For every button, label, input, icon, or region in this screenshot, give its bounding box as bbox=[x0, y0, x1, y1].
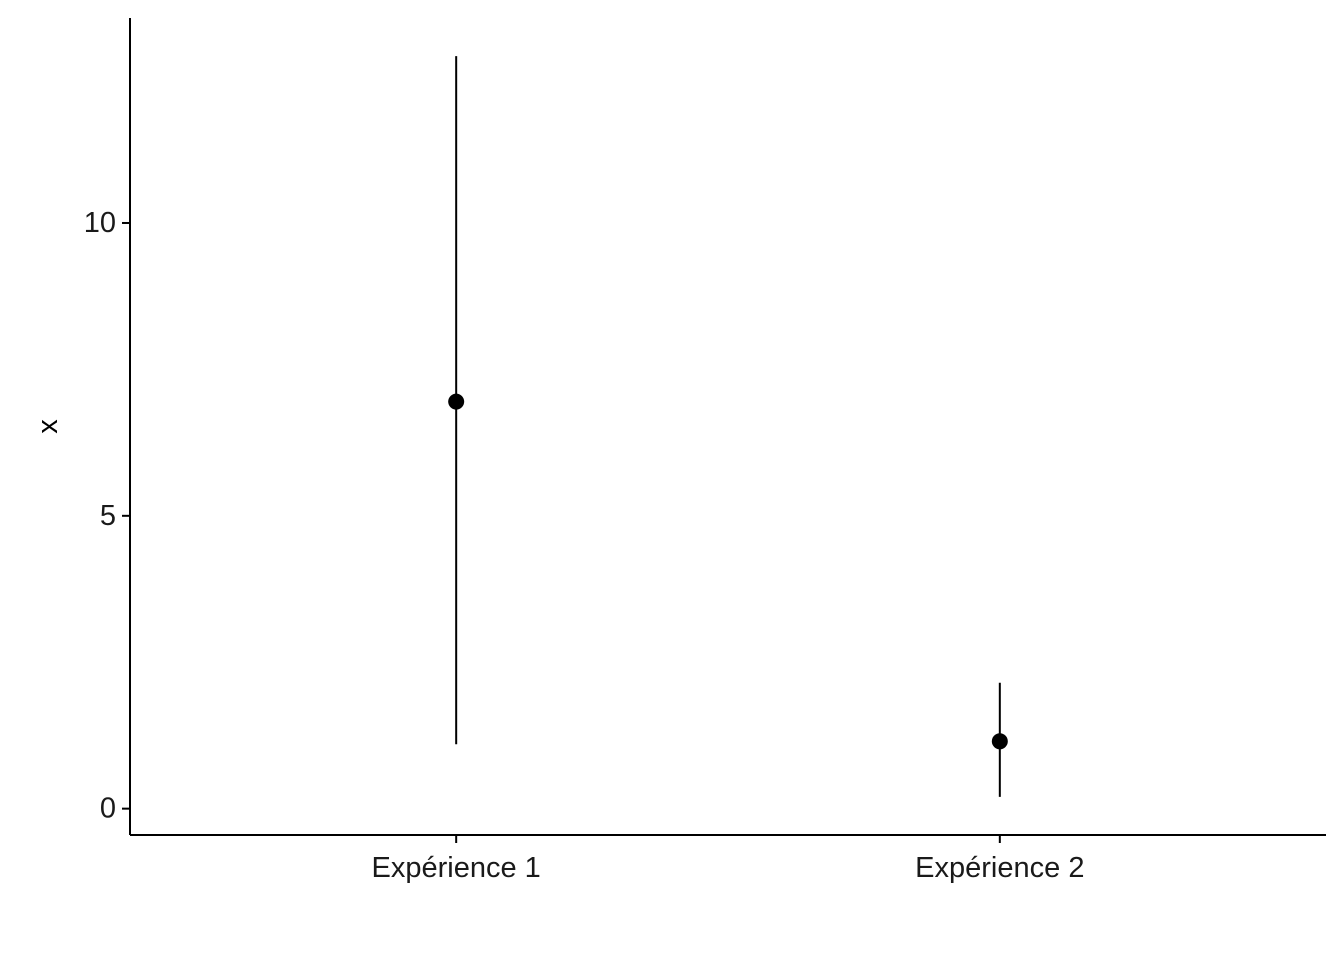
y-tick-label: 5 bbox=[100, 500, 116, 532]
data-point bbox=[991, 733, 1008, 750]
y-tick-label: 0 bbox=[100, 793, 116, 825]
data-point bbox=[448, 393, 465, 410]
y-axis-title: x bbox=[32, 419, 64, 434]
ticks: 0 5 10 Expérience 1 Expérience 2 bbox=[84, 207, 1085, 884]
y-tick-label: 10 bbox=[84, 207, 116, 239]
x-tick-label: Expérience 2 bbox=[915, 852, 1084, 884]
x-tick-label: Expérience 1 bbox=[372, 852, 541, 884]
axes bbox=[129, 18, 1326, 836]
plot-area bbox=[448, 56, 1008, 797]
